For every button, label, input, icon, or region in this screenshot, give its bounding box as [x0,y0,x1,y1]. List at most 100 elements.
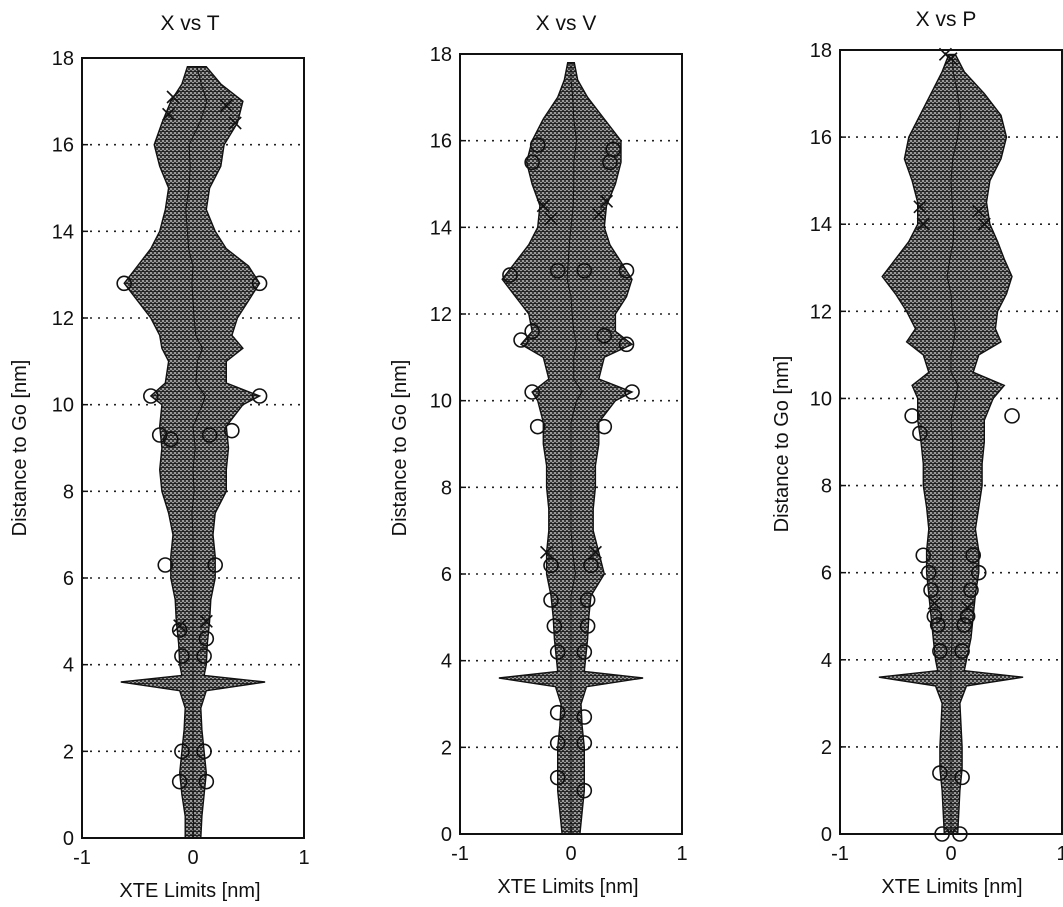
y-tick-label: 16 [810,127,832,149]
circle-marker [576,709,593,725]
envelope-layer [498,62,644,835]
x-marker [162,107,176,121]
circle-marker [546,618,563,634]
circle-marker [543,557,559,574]
circle-marker [151,427,168,443]
y-tick-label: 0 [63,828,74,850]
x-tick-label: -1 [831,843,849,865]
circle-marker [624,384,640,400]
circle-marker [965,547,982,564]
circle-marker [549,769,566,786]
x-marker [592,207,606,221]
center-trace [185,66,208,839]
circle-marker [915,547,932,564]
circle-marker [549,262,566,279]
x-tick-label: 0 [565,843,576,865]
x-marker [961,600,975,615]
circle-marker [618,336,635,353]
xte-envelope [878,53,1024,835]
circle-marker [198,630,215,647]
x-tick-label: 0 [945,843,956,865]
y-tick-label: 8 [441,477,452,499]
circle-marker [576,735,593,751]
circle-marker [596,418,613,435]
marker-layer [904,47,1020,842]
y-tick-label: 12 [52,308,74,330]
y-tick-label: 4 [441,651,452,673]
x-tick-label: 1 [676,843,687,865]
circle-marker [618,262,635,279]
x-marker [199,614,213,628]
y-tick-label: 14 [52,221,74,243]
circle-marker [513,332,529,348]
circle-marker [576,782,593,799]
y-tick-label: 12 [810,301,832,323]
y-tick-label: 12 [430,304,452,326]
circle-marker [576,644,593,660]
y-axis-label: Distance to Go [nm] [771,356,793,533]
x-marker [166,90,180,104]
x-marker [173,619,187,633]
envelope-layer [878,53,1024,835]
marker-layer [502,137,640,799]
circle-marker [524,323,540,340]
circle-marker [959,608,976,625]
circle-marker [251,275,268,292]
x-tick-label: 1 [298,847,309,869]
circle-marker [596,327,613,344]
circle-marker [157,557,174,573]
x-axis-label: XTE Limits [nm] [119,880,260,902]
y-axis-label: Distance to Go [nm] [389,360,411,537]
circle-marker [926,608,943,625]
y-tick-label: 0 [441,824,452,846]
circle-marker [920,564,937,581]
x-marker [913,200,927,214]
grid-lines [460,139,682,749]
x-marker [977,217,991,231]
circle-marker [912,425,928,442]
x-marker [972,204,986,218]
y-tick-labels: 0 2 4 6 8 10 12 14 16 18 [430,44,466,846]
x-axis-label: XTE Limits [nm] [881,876,1022,898]
y-axis-label: Distance to Go [nm] [9,360,31,537]
circle-marker [932,643,948,659]
x-marker [944,52,958,66]
x-marker [540,545,554,559]
y-tick-label: 18 [52,48,74,70]
center-trace [566,62,583,834]
circle-marker [583,557,599,574]
x-marker [588,545,602,559]
center-trace [946,54,961,834]
circle-marker [904,408,920,424]
circle-marker [954,643,970,659]
grid-lines [82,143,304,753]
chart-title: X vs T [160,12,219,35]
y-tick-label: 6 [441,564,452,586]
x-tick-label: 1 [1056,843,1063,865]
circle-marker [143,388,159,404]
y-tick-label: 8 [63,481,74,503]
y-tick-label: 0 [821,824,832,846]
circle-marker [549,735,566,751]
circle-marker [201,427,218,443]
y-tick-label: 2 [821,737,832,759]
x-marker [536,199,550,213]
x-tick-labels: -1 0 1 [831,828,1063,865]
circle-marker [251,388,268,404]
circle-marker [524,154,540,171]
circle-marker [605,141,621,158]
y-tick-label: 8 [821,476,832,498]
x-tick-labels: -1 0 1 [73,832,310,869]
circle-marker [929,617,946,633]
circle-marker [524,384,540,400]
circle-marker [549,704,566,721]
y-tick-label: 14 [810,214,832,236]
circle-marker [224,422,240,439]
y-tick-label: 16 [52,135,74,157]
circle-marker [171,773,188,790]
circle-marker [954,769,970,786]
